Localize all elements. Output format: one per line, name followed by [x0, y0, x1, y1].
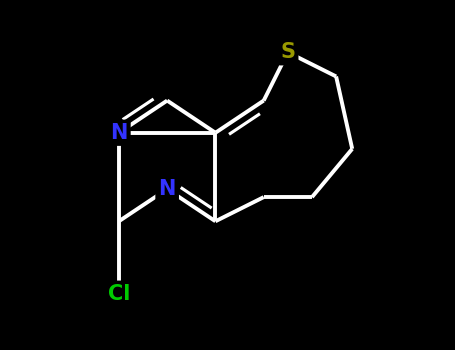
Text: Cl: Cl: [108, 284, 130, 304]
Text: S: S: [280, 42, 295, 62]
Text: N: N: [110, 123, 127, 143]
Text: N: N: [158, 179, 176, 199]
